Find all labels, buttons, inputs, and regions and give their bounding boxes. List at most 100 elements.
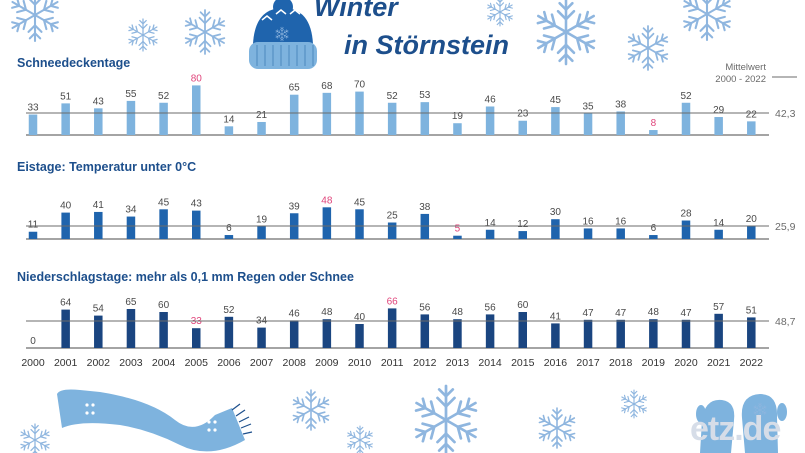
chart-bar xyxy=(681,220,691,239)
chart-mean-label: 48,7 xyxy=(775,316,796,328)
chart-bar xyxy=(387,222,397,239)
mean-caption-line-1: Mittelwert xyxy=(725,62,766,73)
chart-tick-label: 2019 xyxy=(642,357,666,369)
chart-bar xyxy=(387,102,397,135)
chart-data-label: 65 xyxy=(125,297,137,308)
chart-data-label: 47 xyxy=(680,308,692,319)
chart-bar xyxy=(159,312,168,348)
chart-bar xyxy=(616,228,625,239)
chart-bar xyxy=(355,324,364,348)
chart-bar xyxy=(681,102,691,135)
chart-tick-label: 2006 xyxy=(217,357,241,369)
snowflake-icon xyxy=(486,0,514,26)
chart-data-label: 45 xyxy=(550,95,562,106)
snowflake-icon xyxy=(183,10,227,54)
chart-bar xyxy=(224,316,234,348)
chart-tick-label: 2021 xyxy=(707,357,731,369)
chart-tick-label: 2015 xyxy=(511,357,535,369)
chart-data-label: 51 xyxy=(60,91,72,102)
snowflake-icon xyxy=(19,424,51,453)
chart-data-label: 48 xyxy=(452,307,464,318)
chart-data-label: 16 xyxy=(615,216,627,227)
chart-data-label: 80 xyxy=(191,73,203,84)
mean-caption: Mittelwert 2000 - 2022 xyxy=(700,62,766,86)
chart-bar xyxy=(257,121,266,135)
chart-bar xyxy=(583,319,593,348)
chart-data-label: 47 xyxy=(582,308,594,319)
chart-data-label: 43 xyxy=(191,199,203,210)
chart-tick-label: 2004 xyxy=(152,357,176,369)
chart-data-label: 66 xyxy=(387,296,399,307)
section-title-eistage: Eistage: Temperatur unter 0°C xyxy=(17,160,197,174)
chart-data-label: 35 xyxy=(582,101,594,112)
snowflake-icon xyxy=(681,0,733,40)
chart-data-label: 53 xyxy=(419,90,431,101)
chart-data-label: 68 xyxy=(321,81,333,92)
chart-data-label: 55 xyxy=(125,89,137,100)
chart-bar xyxy=(583,228,593,239)
chart-data-label: 33 xyxy=(27,103,39,114)
chart-bar xyxy=(551,323,560,348)
chart-data-label: 11 xyxy=(28,220,39,231)
chart-bar xyxy=(94,108,103,135)
chart-bar xyxy=(28,114,38,135)
chart-data-label: 45 xyxy=(354,197,366,208)
snowflake-icon xyxy=(9,0,61,41)
chart-data-label: 46 xyxy=(289,308,301,319)
chart-bar xyxy=(616,319,625,348)
chart-data-label: 0 xyxy=(30,336,36,347)
chart-data-label: 70 xyxy=(354,80,366,91)
chart-data-label: 25 xyxy=(387,211,399,222)
chart-data-label: 48 xyxy=(321,307,333,318)
snowflake-icon xyxy=(412,386,479,453)
chart-bar xyxy=(714,229,723,239)
chart-bar xyxy=(61,309,70,348)
chart-tick-label: 2008 xyxy=(283,357,307,369)
chart-bar xyxy=(518,231,527,239)
snowflake-icon xyxy=(537,408,577,448)
section-title-niederschlagstage: Niederschlagstage: mehr als 0,1 mm Regen… xyxy=(17,270,354,284)
chart-bar xyxy=(126,100,136,135)
chart-data-label: 6 xyxy=(226,223,232,234)
chart-bar xyxy=(159,102,168,135)
chart-data-label: 23 xyxy=(517,109,529,120)
snowflake-icon xyxy=(626,26,670,70)
chart-bar xyxy=(485,314,495,348)
chart-tick-label: 2014 xyxy=(478,357,502,369)
chart-bar xyxy=(583,113,593,135)
chart-data-label: 14 xyxy=(485,218,497,229)
chart-data-label: 52 xyxy=(680,91,692,102)
chart-tick-label: 2013 xyxy=(446,357,470,369)
chart-bar xyxy=(551,219,560,239)
chart-data-label: 54 xyxy=(93,304,105,315)
chart-bar xyxy=(485,106,495,135)
chart-data-label: 40 xyxy=(60,201,72,212)
chart-bar xyxy=(192,210,201,239)
chart-bar xyxy=(224,126,234,135)
chart-data-label: 38 xyxy=(615,99,627,110)
chart-data-label: 40 xyxy=(354,312,366,323)
chart-bar xyxy=(420,314,430,348)
chart-data-label: 60 xyxy=(158,300,170,311)
chart-data-label: 64 xyxy=(60,298,72,309)
chart-bar xyxy=(28,231,38,239)
chart-data-label: 28 xyxy=(680,209,692,220)
chart-bar xyxy=(747,317,756,348)
chart-data-label: 39 xyxy=(289,201,301,212)
title-line-2: in Störnstein xyxy=(344,30,510,60)
chart-tick-label: 2005 xyxy=(185,357,209,369)
chart-tick-label: 2009 xyxy=(315,357,339,369)
snowflake-icon xyxy=(127,19,159,51)
chart-tick-label: 2003 xyxy=(119,357,143,369)
chart-bar xyxy=(322,319,332,348)
chart-mean-label: 42,3 xyxy=(775,108,796,120)
chart-data-label: 60 xyxy=(517,300,529,311)
chart-tick-label: 2022 xyxy=(740,357,764,369)
watermark: etz.de xyxy=(690,410,781,448)
chart-data-label: 56 xyxy=(485,302,497,313)
chart-data-label: 56 xyxy=(419,302,431,313)
chart-bar xyxy=(747,121,756,135)
chart-bar xyxy=(453,235,462,239)
chart-bar xyxy=(649,130,658,135)
